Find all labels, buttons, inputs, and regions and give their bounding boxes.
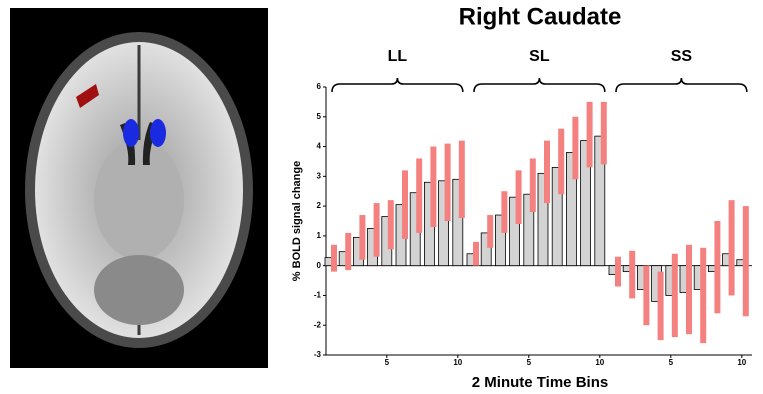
y-tick-label: 3 [317, 171, 322, 180]
x-tick-label: 10 [453, 358, 462, 367]
error-range [331, 245, 337, 272]
error-range [359, 215, 365, 260]
x-tick-label: 10 [595, 358, 604, 367]
error-range [587, 102, 593, 168]
cerebellum [94, 255, 184, 325]
y-tick-label: -1 [314, 291, 322, 300]
brain-image [10, 8, 268, 368]
y-tick-label: 1 [317, 231, 322, 240]
figure: Right Caudate 2 Minute Time Bins % BOLD … [0, 0, 763, 394]
error-range [700, 248, 706, 343]
caudate-activation [123, 119, 139, 147]
error-range [629, 251, 635, 299]
deep-structures [94, 140, 184, 260]
group-brace [474, 78, 605, 92]
group-label: SS [671, 48, 693, 65]
y-tick-label: 6 [317, 82, 322, 91]
y-tick-label: 0 [317, 261, 322, 270]
caudate-activation [150, 119, 166, 147]
error-range [615, 257, 621, 287]
error-range [430, 147, 436, 227]
y-axis-label: % BOLD signal change [291, 161, 303, 281]
error-range [544, 141, 550, 204]
y-tick-label: -3 [314, 350, 322, 359]
error-range [345, 233, 351, 270]
error-range [530, 158, 536, 212]
error-range [388, 200, 394, 249]
group-label: SL [529, 48, 550, 65]
group-brace [332, 78, 463, 92]
error-range [402, 170, 408, 238]
error-range [672, 254, 678, 337]
error-range [487, 215, 493, 248]
error-range [416, 158, 422, 232]
x-tick-label: 10 [737, 358, 746, 367]
x-tick-label: 5 [669, 358, 674, 367]
error-range [501, 191, 507, 233]
error-range [473, 242, 479, 266]
error-range [714, 221, 720, 313]
error-range [643, 266, 649, 326]
group-brace [616, 78, 747, 92]
y-tick-label: -2 [314, 320, 322, 329]
error-range [743, 206, 749, 316]
x-tick-label: 5 [385, 358, 390, 367]
x-tick-label: 5 [527, 358, 532, 367]
x-axis-label: 2 Minute Time Bins [472, 374, 608, 391]
error-range [658, 272, 664, 340]
error-range [601, 102, 607, 165]
y-tick-label: 5 [317, 112, 322, 121]
y-tick-label: 2 [317, 201, 322, 210]
error-range [686, 245, 692, 334]
error-range [572, 117, 578, 180]
y-tick-label: 4 [317, 142, 322, 151]
error-range [729, 200, 735, 295]
group-label: LL [388, 48, 408, 65]
chart-title: Right Caudate [459, 3, 622, 30]
error-range [374, 203, 380, 257]
error-range [516, 170, 522, 224]
error-range [459, 141, 465, 218]
error-range [445, 144, 451, 221]
page: Right Caudate 2 Minute Time Bins % BOLD … [0, 0, 763, 394]
error-range [558, 129, 564, 195]
